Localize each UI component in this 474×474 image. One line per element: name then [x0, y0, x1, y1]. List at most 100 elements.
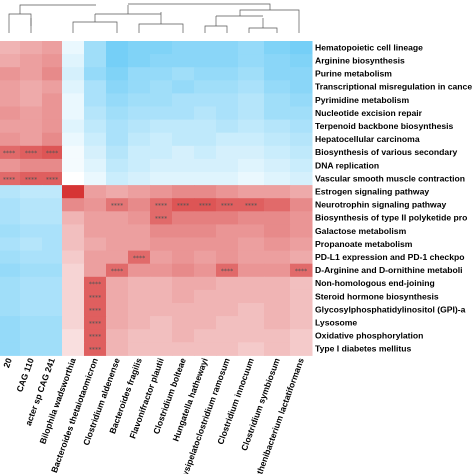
heatmap-cell	[264, 119, 291, 134]
heatmap-cell	[264, 342, 291, 356]
heatmap-cell	[42, 263, 63, 278]
heatmap-cell	[194, 172, 217, 186]
heatmap-cell	[0, 158, 21, 173]
heatmap-cell	[264, 145, 291, 160]
heatmap-cell	[172, 303, 195, 317]
row-label: Pyrimidine metabolism	[315, 95, 409, 105]
heatmap-cell	[106, 67, 129, 81]
heatmap-cell	[106, 211, 129, 225]
heatmap-cell	[194, 119, 217, 134]
heatmap-cell	[194, 342, 217, 356]
heatmap-cell	[238, 224, 265, 238]
heatmap-cell	[84, 263, 107, 278]
heatmap-cell	[194, 158, 217, 173]
heatmap-cell	[264, 289, 291, 304]
heatmap-cell	[150, 263, 173, 278]
heatmap-cell	[216, 211, 239, 225]
heatmap-cell	[42, 289, 63, 304]
heatmap-cell	[0, 145, 21, 160]
heatmap-cell	[264, 237, 291, 252]
heatmap-cell	[20, 289, 43, 304]
row-label: Nucleotide excision repair	[315, 108, 423, 118]
heatmap-cell	[238, 250, 265, 265]
heatmap-cell	[106, 289, 129, 304]
heatmap-cell	[290, 198, 313, 212]
heatmap-cell	[42, 172, 63, 186]
heatmap-cell	[172, 106, 195, 121]
heatmap-cell	[264, 276, 291, 291]
row-label: Biosynthesis of various secondary	[315, 147, 458, 157]
heatmap-cell	[290, 316, 313, 330]
heatmap-cell	[128, 67, 151, 81]
heatmap-cell	[128, 329, 151, 343]
heatmap-cell	[238, 303, 265, 317]
significance-mark: ****	[111, 268, 123, 275]
heatmap-cell	[106, 54, 129, 68]
heatmap-cell	[216, 80, 239, 94]
heatmap-cell	[42, 250, 63, 265]
heatmap-cell	[106, 250, 129, 265]
heatmap-cell	[172, 158, 195, 173]
heatmap-cell	[238, 237, 265, 252]
dendrogram-branch	[72, 21, 118, 33]
heatmap-cell	[238, 80, 265, 94]
significance-mark: ****	[155, 216, 167, 223]
heatmap-cell	[106, 237, 129, 252]
heatmap-cell	[238, 54, 265, 68]
heatmap-cell	[194, 303, 217, 317]
heatmap-cell	[216, 198, 239, 212]
heatmap-cell	[216, 119, 239, 134]
significance-mark: ****	[221, 268, 233, 275]
heatmap-cell	[238, 172, 265, 186]
heatmap-cell	[172, 211, 195, 225]
significance-mark: ****	[89, 294, 101, 301]
heatmap-cell	[20, 93, 43, 107]
heatmap-cell	[128, 93, 151, 107]
heatmap-cell	[150, 119, 173, 134]
heatmap-cell	[194, 145, 217, 160]
heatmap-cell	[0, 93, 21, 107]
heatmap-cell	[20, 263, 43, 278]
heatmap-cell	[216, 276, 239, 291]
heatmap-cell	[290, 224, 313, 238]
heatmap-cell	[0, 67, 21, 81]
heatmap-cell	[106, 329, 129, 343]
heatmap-cell	[128, 211, 151, 225]
significance-mark: ****	[111, 203, 123, 210]
heatmap-cell	[128, 41, 151, 55]
heatmap-cell	[20, 276, 43, 291]
heatmap-cell	[290, 329, 313, 343]
heatmap-cell	[20, 67, 43, 81]
heatmap-cell	[0, 303, 21, 317]
heatmap-cell	[62, 80, 85, 94]
heatmap-cell	[84, 145, 107, 160]
row-label: Hematopoietic cell lineage	[315, 42, 423, 52]
heatmap-cell	[42, 342, 63, 356]
row-label: Propanoate metabolism	[315, 239, 413, 249]
heatmap-cell	[216, 289, 239, 304]
heatmap-cell	[172, 263, 195, 278]
heatmap-cell	[20, 237, 43, 252]
heatmap-cell	[20, 185, 43, 199]
dendrogram-branch	[8, 13, 32, 33]
heatmap-cell	[194, 289, 217, 304]
heatmap-cell	[62, 106, 85, 121]
heatmap-cell	[290, 172, 313, 186]
heatmap-cell	[84, 54, 107, 68]
heatmap-cell	[216, 67, 239, 81]
heatmap-cell	[0, 211, 21, 225]
heatmap-cell	[238, 41, 265, 55]
significance-mark: ****	[245, 203, 257, 210]
heatmap-cell	[62, 145, 85, 160]
heatmap-cell	[238, 289, 265, 304]
heatmap-cell	[42, 119, 63, 134]
heatmap-cell	[0, 172, 21, 186]
column-dendrogram	[8, 3, 300, 33]
heatmap-cell	[238, 145, 265, 160]
row-label: Neurotrophin signaling pathway	[315, 200, 447, 210]
heatmap-cell	[290, 93, 313, 107]
heatmap-cell	[84, 237, 107, 252]
dendrogram-branch	[138, 23, 184, 33]
heatmap-cell	[150, 185, 173, 199]
heatmap-cell	[238, 211, 265, 225]
